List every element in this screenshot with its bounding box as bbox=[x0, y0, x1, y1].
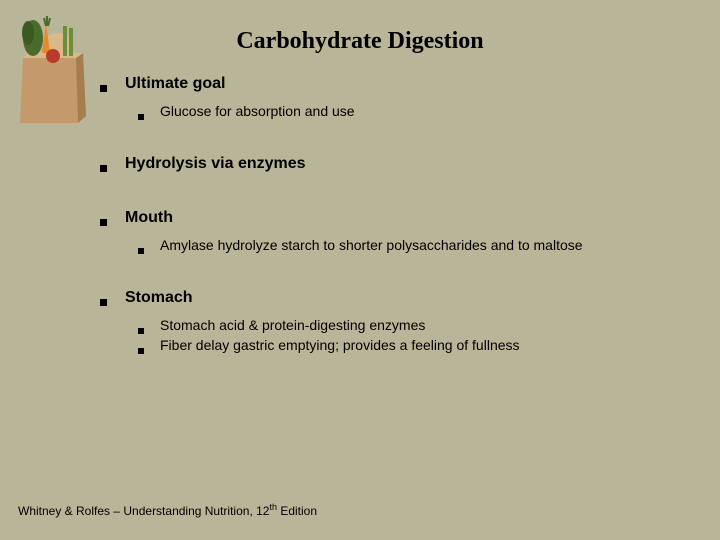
sub-list-item: Stomach acid & protein-digesting enzymes bbox=[138, 317, 690, 333]
square-bullet-icon bbox=[138, 114, 144, 120]
list-item: Stomach Stomach acid & protein-digesting… bbox=[100, 289, 690, 353]
grocery-bag-image bbox=[8, 8, 93, 128]
sub-list: Amylase hydrolyze starch to shorter poly… bbox=[138, 237, 690, 253]
main-item-label: Ultimate goal bbox=[125, 75, 225, 93]
square-bullet-icon bbox=[100, 165, 107, 172]
carrot-top-icon bbox=[44, 16, 50, 26]
square-bullet-icon bbox=[100, 219, 107, 226]
main-list: Ultimate goal Glucose for absorption and… bbox=[100, 75, 690, 353]
square-bullet-icon bbox=[138, 328, 144, 334]
sub-item-label: Fiber delay gastric emptying; provides a… bbox=[160, 337, 520, 353]
list-item: Hydrolysis via enzymes bbox=[100, 155, 690, 173]
main-item-label: Hydrolysis via enzymes bbox=[125, 155, 306, 173]
footer-prefix: Whitney & Rolfes – Understanding Nutriti… bbox=[18, 504, 269, 518]
square-bullet-icon bbox=[100, 85, 107, 92]
bag-body bbox=[20, 58, 78, 123]
slide-title: Carbohydrate Digestion bbox=[0, 0, 720, 75]
celery-icon bbox=[63, 26, 67, 56]
list-item: Ultimate goal Glucose for absorption and… bbox=[100, 75, 690, 119]
celery2-icon bbox=[69, 28, 73, 56]
sub-list-item: Glucose for absorption and use bbox=[138, 103, 690, 119]
main-item-label: Mouth bbox=[125, 209, 173, 227]
sub-list: Glucose for absorption and use bbox=[138, 103, 690, 119]
sub-item-label: Stomach acid & protein-digesting enzymes bbox=[160, 317, 425, 333]
greens-icon bbox=[22, 21, 34, 45]
tomato-icon bbox=[46, 49, 60, 63]
sub-list: Stomach acid & protein-digesting enzymes… bbox=[138, 317, 690, 353]
footer-citation: Whitney & Rolfes – Understanding Nutriti… bbox=[18, 502, 317, 518]
square-bullet-icon bbox=[138, 348, 144, 354]
square-bullet-icon bbox=[138, 248, 144, 254]
footer-suffix: Edition bbox=[277, 504, 317, 518]
square-bullet-icon bbox=[100, 299, 107, 306]
sub-item-label: Amylase hydrolyze starch to shorter poly… bbox=[160, 237, 583, 253]
footer-superscript: th bbox=[269, 502, 277, 512]
sub-item-label: Glucose for absorption and use bbox=[160, 103, 355, 119]
list-item: Mouth Amylase hydrolyze starch to shorte… bbox=[100, 209, 690, 253]
content-area: Ultimate goal Glucose for absorption and… bbox=[0, 75, 720, 353]
sub-list-item: Amylase hydrolyze starch to shorter poly… bbox=[138, 237, 690, 253]
main-item-label: Stomach bbox=[125, 289, 193, 307]
sub-list-item: Fiber delay gastric emptying; provides a… bbox=[138, 337, 690, 353]
